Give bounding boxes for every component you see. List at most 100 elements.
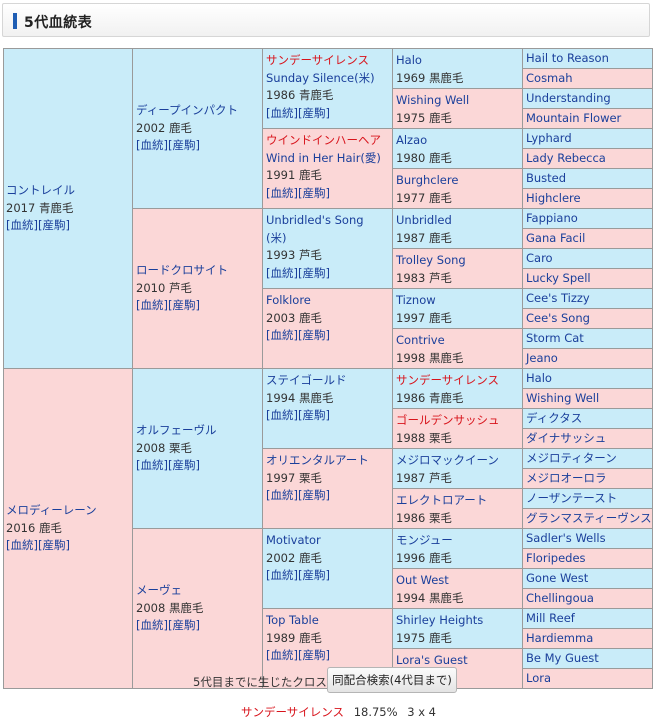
horse-name-link[interactable]: Gone West — [526, 571, 589, 585]
horse-name-link[interactable]: サンデーサイレンス — [396, 373, 500, 387]
horse-name-link[interactable]: Tiznow — [396, 293, 436, 307]
horse-name-link[interactable]: ディープインパクト — [136, 103, 239, 118]
horse-name-link[interactable]: Lyphard — [526, 131, 572, 145]
horse-info: 1997 栗毛 — [266, 470, 392, 488]
horse-name-link[interactable]: Out West — [396, 573, 449, 587]
horse-name-link[interactable]: Caro — [526, 251, 553, 265]
horse-name-link[interactable]: オルフェーヴル — [136, 423, 217, 438]
pedigree-cell-gen4: Halo 1969 黒鹿毛 — [393, 49, 522, 88]
horse-year: 1988 — [396, 430, 426, 445]
cross-generations: 3 x 4 — [407, 705, 436, 719]
horse-name-link[interactable]: Motivator — [266, 533, 321, 547]
pedigree-offspring-links[interactable]: [血統][産駒] — [266, 408, 330, 422]
horse-name-link[interactable]: Mountain Flower — [526, 111, 622, 125]
pedigree-offspring-links[interactable]: [血統][産駒] — [266, 105, 330, 120]
pedigree-offspring-links[interactable]: [血統][産駒] — [136, 298, 200, 313]
horse-name-link[interactable]: Halo — [396, 53, 422, 67]
pedigree-cell-gen5: Understanding — [523, 89, 652, 108]
horse-name-link[interactable]: Lucky Spell — [526, 271, 591, 285]
horse-name-link[interactable]: メジロティターン — [526, 451, 617, 465]
pedigree-cell-gen5: Fappiano — [523, 209, 652, 228]
horse-name-link[interactable]: Lora's Guest — [396, 653, 468, 667]
horse-name-link[interactable]: Fappiano — [526, 211, 578, 225]
horse-name-link[interactable]: メロディーレーン — [6, 503, 97, 518]
horse-name-link[interactable]: Wishing Well — [526, 391, 600, 405]
horse-name-link[interactable]: Hail to Reason — [526, 51, 609, 65]
horse-name-link[interactable]: Top Table — [266, 613, 319, 627]
horse-name-link[interactable]: グランマスティーヴンス — [526, 511, 652, 525]
horse-info: 1996 鹿毛 — [396, 550, 522, 568]
pedigree-cell-gen5: グランマスティーヴンス — [523, 509, 652, 528]
horse-name-link[interactable]: サンデーサイレンス — [266, 53, 370, 67]
horse-name-link[interactable]: モンジュー — [396, 533, 453, 547]
pedigree-offspring-links[interactable]: [血統][産駒] — [266, 265, 330, 280]
same-mating-search-button[interactable]: 同配合検索(4代目まで) — [327, 667, 457, 693]
horse-name-link[interactable]: Unbridled — [396, 213, 452, 227]
pedigree-offspring-links[interactable]: [血統][産駒] — [136, 458, 200, 473]
pedigree-offspring-links[interactable]: [血統][産駒] — [136, 618, 200, 633]
horse-name-link[interactable]: エレクトロアート — [396, 493, 488, 507]
horse-name-link[interactable]: Halo — [526, 371, 552, 385]
horse-coat-color: 芦毛 — [428, 270, 452, 285]
pedigree-offspring-links[interactable]: [血統][産駒] — [266, 328, 330, 342]
pedigree-cell-gen5: Caro — [523, 249, 652, 268]
horse-name-link[interactable]: Be My Guest — [526, 651, 599, 665]
horse-name-link[interactable]: Shirley Heights — [396, 613, 484, 627]
pedigree-offspring-links[interactable]: [血統][産駒] — [6, 218, 70, 233]
horse-name-link[interactable]: Cee's Tizzy — [526, 291, 590, 305]
pedigree-offspring-links[interactable]: [血統][産駒] — [266, 648, 330, 662]
horse-year: 1994 — [396, 590, 426, 605]
horse-coat-color: 鹿毛 — [298, 310, 322, 325]
horse-year: 2002 — [266, 550, 296, 565]
pedigree-offspring-links[interactable]: [血統][産駒] — [266, 185, 330, 200]
horse-name-link[interactable]: Jeano — [526, 351, 558, 365]
horse-info: 1983 芦毛 — [396, 270, 522, 288]
horse-name-link[interactable]: メジロオーロラ — [526, 471, 607, 485]
horse-name-link[interactable]: ディクタス — [526, 411, 583, 425]
horse-name-link[interactable]: Burghclere — [396, 173, 459, 187]
horse-name-link[interactable]: Wishing Well — [396, 93, 470, 107]
horse-year: 1975 — [396, 630, 426, 645]
horse-name-link[interactable]: Trolley Song — [396, 253, 466, 267]
horse-name-link[interactable]: ウインドインハーヘア — [266, 133, 381, 147]
horse-name-link[interactable]: Folklore — [266, 293, 311, 307]
pedigree-offspring-links[interactable]: [血統][産駒] — [6, 538, 70, 553]
horse-name-link[interactable]: コントレイル — [6, 183, 75, 198]
horse-name-link[interactable]: Busted — [526, 171, 567, 185]
horse-name-link[interactable]: Unbridled's Song — [266, 213, 364, 227]
pedigree-offspring-links[interactable]: [血統][産駒] — [136, 138, 200, 153]
horse-year: 1986 — [266, 88, 296, 102]
horse-name-link[interactable]: メーヴェ — [136, 583, 182, 598]
horse-name-link[interactable]: Storm Cat — [526, 331, 584, 345]
horse-name-link[interactable]: Mill Reef — [526, 611, 575, 625]
horse-name-link[interactable]: Chellingoua — [526, 591, 594, 605]
horse-name-link[interactable]: ダイナサッシュ — [526, 431, 607, 445]
horse-name-link[interactable]: Alzao — [396, 133, 428, 147]
horse-coat-color: 鹿毛 — [428, 310, 452, 325]
pedigree-cell-gen5: Mountain Flower — [523, 109, 652, 128]
horse-name-link[interactable]: Understanding — [526, 91, 611, 105]
horse-name-link[interactable]: Highclere — [526, 191, 581, 205]
horse-name-link[interactable]: オリエンタルアート — [266, 453, 369, 467]
horse-name-link[interactable]: ゴールデンサッシュ — [396, 413, 500, 427]
cross-horse-link[interactable]: サンデーサイレンス — [241, 705, 345, 719]
horse-name-link[interactable]: Sadler's Wells — [526, 531, 606, 545]
horse-name-link[interactable]: Cee's Song — [526, 311, 590, 325]
horse-name-link[interactable]: Gana Facil — [526, 231, 586, 245]
horse-info: 2016 鹿毛 — [6, 520, 132, 538]
horse-name-link[interactable]: ノーザンテースト — [526, 491, 618, 505]
pedigree-offspring-links[interactable]: [血統][産駒] — [266, 488, 330, 502]
horse-name-link[interactable]: ステイゴールド — [266, 373, 347, 387]
horse-name-link[interactable]: Contrive — [396, 333, 445, 347]
horse-name-link[interactable]: ロードクロサイト — [136, 263, 228, 278]
pedigree-offspring-links[interactable]: [血統][産駒] — [266, 568, 330, 582]
cross-section: 5代目までに生じたクロス 同配合検索(4代目まで) — [0, 667, 656, 695]
horse-name-link[interactable]: Lora — [526, 671, 552, 685]
horse-name-link[interactable]: Hardiemma — [526, 631, 594, 645]
horse-name-link[interactable]: Lady Rebecca — [526, 151, 606, 165]
pedigree-cell-gen4: Trolley Song 1983 芦毛 — [393, 249, 522, 288]
horse-name-link[interactable]: メジロマックイーン — [396, 453, 499, 467]
horse-name-link[interactable]: Floripedes — [526, 551, 586, 565]
horse-year: 2010 — [136, 280, 166, 295]
horse-name-link[interactable]: Cosmah — [526, 71, 573, 85]
